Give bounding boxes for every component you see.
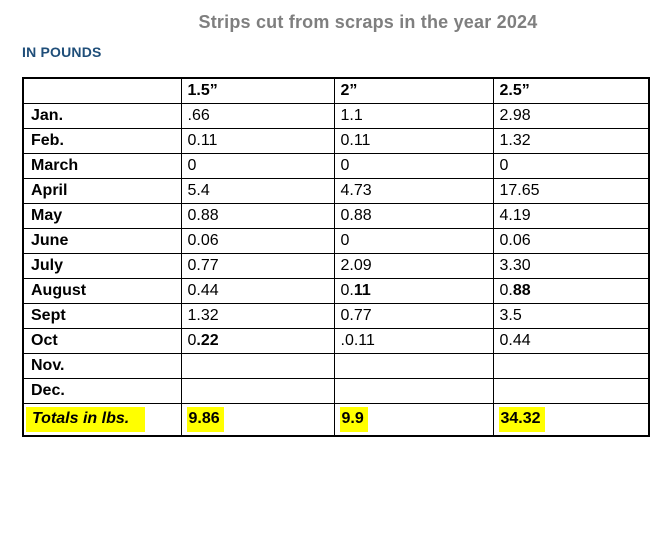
size-column-header: 1.5” xyxy=(180,77,335,104)
value-cell: 3.5 xyxy=(492,303,650,329)
value-cell: 0.06 xyxy=(492,228,650,254)
value-cell: 0 xyxy=(180,153,335,179)
table-row: Feb. 0.11 0.11 1.32 xyxy=(22,128,650,154)
total-value: 9.86 xyxy=(186,407,224,432)
table-row: Sept 1.32 0.77 3.5 xyxy=(22,303,650,329)
month-cell: April xyxy=(22,178,182,204)
month-cell: Oct xyxy=(22,328,182,354)
value-regular-part: 0. xyxy=(340,282,354,299)
value-cell: 0.44 xyxy=(180,278,335,304)
totals-label: Totals in lbs. xyxy=(26,407,146,432)
size-column-header: 2.5” xyxy=(492,77,650,104)
value-cell: 2.98 xyxy=(492,103,650,129)
corner-header-cell xyxy=(22,77,182,104)
value-cell: 0.11 xyxy=(180,128,335,154)
value-cell: 0 xyxy=(333,153,494,179)
value-cell: 5.4 xyxy=(180,178,335,204)
value-cell xyxy=(333,353,494,379)
month-cell: May xyxy=(22,203,182,229)
value-bold-part: 88 xyxy=(512,282,531,299)
value-cell: 0.44 xyxy=(492,328,650,354)
total-value-cell: 9.9 xyxy=(333,403,494,437)
table-row: May 0.88 0.88 4.19 xyxy=(22,203,650,229)
document-page: Strips cut from scraps in the year 2024 … xyxy=(0,12,666,437)
table-row: Jan. .66 1.1 2.98 xyxy=(22,103,650,129)
month-cell: June xyxy=(22,228,182,254)
page-title: Strips cut from scraps in the year 2024 xyxy=(198,12,538,32)
value-cell: .66 xyxy=(180,103,335,129)
month-cell: Jan. xyxy=(22,103,182,129)
value-cell: 0.06 xyxy=(180,228,335,254)
header-row: 1.5” 2” 2.5” xyxy=(22,77,650,104)
value-regular-part: 0 xyxy=(187,332,197,349)
value-cell: 1.32 xyxy=(180,303,335,329)
value-cell: .0.11 xyxy=(333,328,494,354)
table-row: Dec. xyxy=(22,378,650,404)
table-row: Nov. xyxy=(22,353,650,379)
value-cell: 0.77 xyxy=(333,303,494,329)
in-pounds-label: IN POUNDS xyxy=(22,44,102,60)
value-cell xyxy=(492,378,650,404)
total-value-cell: 9.86 xyxy=(180,403,335,437)
table-row: March 0 0 0 xyxy=(22,153,650,179)
value-cell: 4.19 xyxy=(492,203,650,229)
table-row: July 0.77 2.09 3.30 xyxy=(22,253,650,279)
value-cell: 0.88 xyxy=(492,278,650,304)
value-cell: 0.77 xyxy=(180,253,335,279)
table-row: Oct 0.22.0.11 0.44 xyxy=(22,328,650,354)
value-bold-part: .22 xyxy=(196,332,219,349)
value-cell: 1.32 xyxy=(492,128,650,154)
month-cell: August xyxy=(22,278,182,304)
value-cell: 0.88 xyxy=(180,203,335,229)
value-cell xyxy=(492,353,650,379)
table-row: August 0.44 0.11 0.88 xyxy=(22,278,650,304)
value-bold-part: 11 xyxy=(353,282,371,299)
month-cell: Dec. xyxy=(22,378,182,404)
value-cell: 4.73 xyxy=(333,178,494,204)
value-cell xyxy=(180,353,335,379)
month-cell: Nov. xyxy=(22,353,182,379)
totals-row: Totals in lbs. 9.86 9.9 34.32 xyxy=(22,403,650,437)
totals-label-cell: Totals in lbs. xyxy=(22,403,182,437)
value-cell xyxy=(180,378,335,404)
month-cell: Sept xyxy=(22,303,182,329)
table-header: 1.5” 2” 2.5” xyxy=(22,77,650,104)
value-cell: 0.22 xyxy=(180,328,335,354)
total-value: 9.9 xyxy=(339,407,368,432)
month-cell: March xyxy=(22,153,182,179)
table-body: Jan. .66 1.1 2.98 Feb. 0.11 0.11 1.32 March 0 0 0 Ap… xyxy=(22,103,650,437)
value-cell: 0.11 xyxy=(333,278,494,304)
table-row: April 5.4 4.73 17.65 xyxy=(22,178,650,204)
value-cell: 2.09 xyxy=(333,253,494,279)
value-cell xyxy=(333,378,494,404)
value-cell: 0.11 xyxy=(333,128,494,154)
value-cell: 0 xyxy=(492,153,650,179)
value-regular-part: 0. xyxy=(499,282,513,299)
total-value: 34.32 xyxy=(498,407,545,432)
strips-table: 1.5” 2” 2.5” Jan. .66 1.1 2.98 Feb. 0.11 0.11 1.3… xyxy=(22,77,650,437)
table-row: June 0.06 0 0.06 xyxy=(22,228,650,254)
value-cell: 17.65 xyxy=(492,178,650,204)
total-value-cell: 34.32 xyxy=(492,403,650,437)
value-cell: 3.30 xyxy=(492,253,650,279)
month-cell: Feb. xyxy=(22,128,182,154)
size-column-header: 2” xyxy=(333,77,494,104)
month-cell: July xyxy=(22,253,182,279)
value-cell: 1.1 xyxy=(333,103,494,129)
value-cell: 0.88 xyxy=(333,203,494,229)
value-cell: 0 xyxy=(333,228,494,254)
